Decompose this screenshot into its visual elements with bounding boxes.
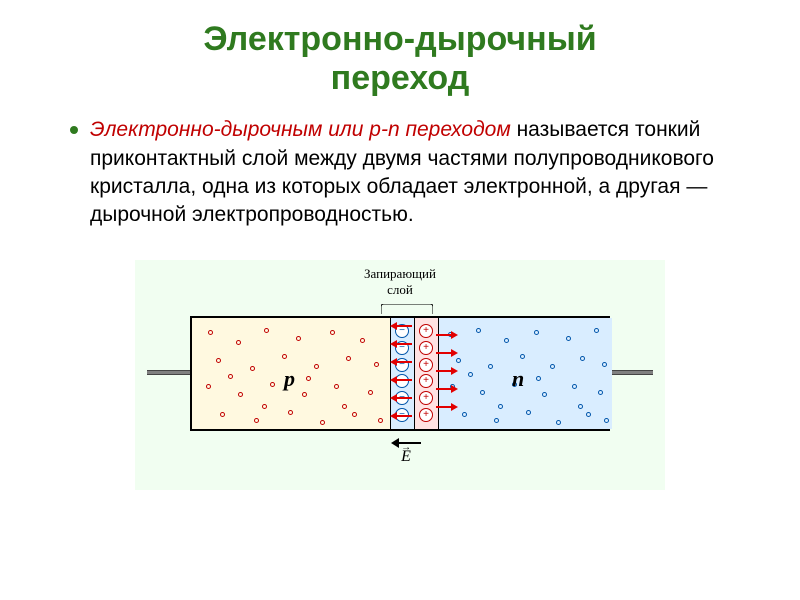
slide-title: Электронно-дырочный переход [40,20,760,98]
carrier-circle [374,362,379,367]
blocking-layer-label: Запирающийслой [350,266,450,298]
carrier-circle [572,384,577,389]
carrier-circle [314,364,319,369]
carrier-circle [320,420,325,425]
carrier-circle [468,372,473,377]
carrier-circle [352,412,357,417]
diffusion-arrow-icon [436,368,458,374]
carrier-circle [462,412,467,417]
diffusion-arrow-icon [390,359,412,365]
diffusion-arrow-icon [390,323,412,329]
carrier-circle [238,392,243,397]
carrier-circle [282,354,287,359]
carrier-circle [494,418,499,423]
carrier-circle [334,384,339,389]
efield-label: E→ [401,448,411,466]
diffusion-arrow-icon [390,377,412,383]
carrier-circle [228,374,233,379]
diffusion-arrow-icon [436,350,458,356]
ion: + [419,324,433,338]
diagram-container: Запирающийслой−−−−−−++++++pnE→ [40,260,760,490]
carrier-circle [346,356,351,361]
lead-left [147,370,190,375]
ion: + [419,374,433,388]
carrier-circle [542,392,547,397]
carrier-circle [378,418,383,423]
carrier-circle [598,390,603,395]
carrier-circle [476,328,481,333]
carrier-circle [604,418,609,423]
carrier-circle [580,356,585,361]
bullet-dot-icon [70,126,78,134]
carrier-circle [302,392,307,397]
carrier-circle [270,382,275,387]
ion-column: + + + + + + [414,318,438,429]
carrier-circle [536,376,541,381]
carrier-circle [480,390,485,395]
carrier-circle [330,330,335,335]
carrier-circle [594,328,599,333]
n-region [438,318,612,429]
definition-bullet: Электронно-дырочным или p-n переходом на… [70,116,740,229]
ion: + [419,408,433,422]
carrier-circle [306,376,311,381]
carrier-circle [220,412,225,417]
depletion-right: + + + + + + [414,318,438,429]
carrier-circle [556,420,561,425]
carrier-circle [288,410,293,415]
carrier-circle [504,338,509,343]
carrier-circle [602,362,607,367]
carrier-circle [360,338,365,343]
carrier-circle [296,336,301,341]
diffusion-arrow-icon [390,341,412,347]
diffusion-arrow-icon [390,395,412,401]
efield-indicator: E→ [391,438,421,466]
carrier-circle [342,404,347,409]
carrier-circle [534,330,539,335]
carrier-circle [456,358,461,363]
carrier-circle [254,418,259,423]
carrier-circle [262,404,267,409]
pn-junction-diagram: Запирающийслой−−−−−−++++++pnE→ [135,260,665,490]
carrier-circle [526,410,531,415]
carrier-circle [586,412,591,417]
carrier-circle [498,404,503,409]
p-label: p [284,366,295,392]
ion: + [419,391,433,405]
diffusion-arrow-icon [390,413,412,419]
slide: Электронно-дырочный переход Электронно-д… [0,0,800,600]
carrier-circle [550,364,555,369]
carrier-circle [488,364,493,369]
definition-text: Электронно-дырочным или p-n переходом на… [90,116,740,229]
definition-term: Электронно-дырочным или p-n переходом [90,118,511,141]
carrier-circle [206,384,211,389]
carrier-circle [566,336,571,341]
carrier-circle [236,340,241,345]
ion: + [419,341,433,355]
lead-right [610,370,653,375]
n-label: n [512,366,524,392]
carrier-circle [208,330,213,335]
carrier-circle [520,354,525,359]
carrier-circle [368,390,373,395]
diffusion-arrow-icon [436,386,458,392]
bracket-icon [381,304,433,314]
carrier-circle [250,366,255,371]
carrier-circle [216,358,221,363]
diffusion-arrow-icon [436,332,458,338]
divider-line [414,318,415,429]
ion: + [419,358,433,372]
title-line1: Электронно-дырочный [203,20,596,58]
carrier-circle [264,328,269,333]
diffusion-arrow-icon [436,404,458,410]
carrier-circle [578,404,583,409]
title-line2: переход [331,59,470,97]
